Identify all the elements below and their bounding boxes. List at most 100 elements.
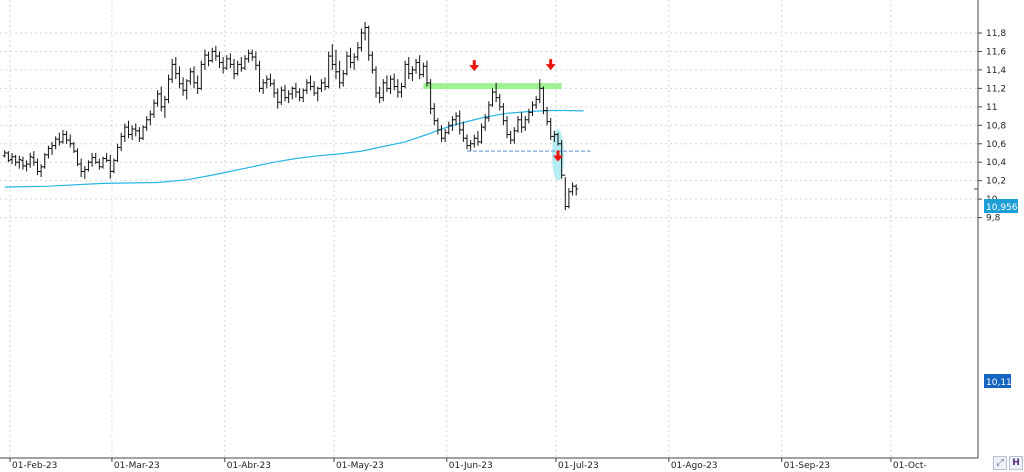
ohlc-bar bbox=[35, 158, 40, 176]
ohlc-bar bbox=[454, 112, 459, 126]
y-tick-label: 10,4 bbox=[986, 158, 1006, 168]
ohlc-bar bbox=[465, 134, 469, 150]
ohlc-bar bbox=[537, 79, 542, 104]
ohlc-bar bbox=[403, 60, 408, 89]
x-tick-label: 01-Sep-23 bbox=[784, 461, 830, 471]
ohlc-bar bbox=[151, 99, 156, 118]
ohlc-bar bbox=[261, 79, 266, 94]
red-down-arrow bbox=[545, 59, 556, 71]
ohlc-bar bbox=[523, 116, 528, 131]
ohlc-bar bbox=[446, 121, 451, 135]
ohlc-bar bbox=[86, 160, 91, 172]
ohlc-bar bbox=[512, 127, 517, 144]
ohlc-bar bbox=[545, 106, 550, 126]
ohlc-bar bbox=[206, 51, 211, 67]
ohlc-bar bbox=[148, 110, 153, 126]
ohlc-bar bbox=[235, 60, 240, 76]
ohlc-bar bbox=[195, 75, 200, 94]
ohlc-bar bbox=[293, 82, 298, 98]
ohlc-bar bbox=[111, 158, 116, 174]
ohlc-bar bbox=[301, 88, 306, 103]
x-tick-label: 01-May-23 bbox=[336, 461, 384, 471]
red-down-arrow bbox=[553, 150, 563, 162]
ohlc-bar bbox=[53, 136, 58, 150]
ohlc-bar bbox=[450, 116, 455, 131]
ohlc-bar bbox=[213, 45, 218, 61]
ohlc-bar bbox=[381, 79, 386, 102]
ohlc-bar bbox=[486, 101, 491, 122]
ohlc-bar bbox=[239, 56, 244, 72]
ohlc-bar bbox=[155, 90, 160, 107]
moving-average-line bbox=[4, 109, 584, 188]
y-tick-label: 11 bbox=[986, 103, 997, 113]
resistance-band bbox=[423, 83, 562, 90]
ohlc-bar bbox=[6, 151, 11, 163]
ohlc-bar bbox=[79, 158, 84, 177]
x-tick-label: 01-Abr-23 bbox=[227, 461, 271, 471]
y-tick-label: 11,6 bbox=[986, 47, 1006, 57]
ohlc-bar bbox=[46, 145, 51, 159]
ohlc-bar bbox=[13, 154, 18, 166]
y-tick-label: 10,2 bbox=[986, 177, 1006, 187]
ohlc-bar bbox=[472, 134, 477, 148]
zoom-chart-button[interactable]: ⤢ bbox=[993, 456, 1007, 470]
ohlc-bar bbox=[90, 152, 95, 167]
y-tick-label: 10,6 bbox=[986, 140, 1006, 150]
ohlc-bar bbox=[468, 140, 473, 152]
ohlc-bar bbox=[166, 74, 171, 104]
ohlc-bar bbox=[232, 58, 237, 80]
ohlc-bar bbox=[341, 69, 346, 87]
ohlc-bar bbox=[490, 88, 495, 107]
ohlc-bar bbox=[435, 117, 440, 135]
ohlc-bar bbox=[337, 60, 342, 89]
history-button[interactable]: H bbox=[1009, 456, 1023, 470]
annotations-back bbox=[423, 83, 564, 181]
red-down-arrow bbox=[469, 60, 480, 72]
ohlc-bar bbox=[60, 129, 65, 144]
y-tick-label: 11,8 bbox=[986, 29, 1006, 39]
price-value-label: 10,11 bbox=[986, 378, 1012, 388]
ohlc-bar bbox=[333, 49, 338, 80]
ohlc-bar bbox=[170, 58, 175, 83]
ohlc-bar bbox=[104, 152, 109, 163]
ohlc-bar bbox=[20, 156, 25, 170]
ohlc-bar bbox=[253, 51, 258, 70]
ohlc-bar bbox=[534, 95, 539, 109]
ohlc-bar bbox=[399, 82, 404, 98]
ohlc-bar bbox=[275, 88, 280, 109]
ohlc-bar bbox=[75, 148, 80, 166]
ohlc-bar bbox=[202, 49, 207, 70]
ohlc-bar bbox=[530, 101, 535, 117]
x-tick-label: 01-Jun-23 bbox=[449, 461, 493, 471]
x-tick-label: 01-Mar-23 bbox=[114, 461, 160, 471]
ohlc-bar bbox=[133, 123, 138, 137]
ohlc-bar bbox=[268, 73, 273, 87]
ohlc-bar bbox=[119, 132, 124, 152]
ohlc-bar bbox=[304, 79, 309, 94]
ohlc-bar bbox=[68, 134, 73, 148]
ohlc-bar bbox=[319, 79, 324, 93]
ohlc-bar bbox=[144, 116, 149, 131]
annotations-front bbox=[467, 59, 978, 190]
ohlc-bar bbox=[439, 125, 444, 142]
ohlc-bar bbox=[137, 127, 142, 142]
ohlc-bar bbox=[348, 47, 353, 69]
ohlc-bar bbox=[392, 73, 397, 91]
ohlc-bar bbox=[297, 88, 302, 102]
ohlc-bar bbox=[28, 152, 33, 168]
price-value-label-bg bbox=[984, 374, 1011, 388]
x-tick-label: 01-Feb-23 bbox=[12, 461, 57, 471]
ohlc-bar-series bbox=[2, 21, 579, 211]
ohlc-bar bbox=[264, 75, 269, 89]
ohlc-bar bbox=[115, 143, 120, 163]
x-tick-label: 01-Jul-23 bbox=[558, 461, 599, 471]
ohlc-bar bbox=[97, 158, 102, 170]
ohlc-bar bbox=[42, 152, 47, 169]
ohlc-bar bbox=[283, 84, 287, 102]
ohlc-bar bbox=[184, 79, 189, 100]
ohlc-bar bbox=[286, 90, 291, 104]
ohlc-bar bbox=[141, 125, 146, 141]
ohlc-bar bbox=[541, 86, 546, 115]
ohlc-bar bbox=[424, 60, 429, 87]
ohlc-bar bbox=[417, 55, 422, 80]
